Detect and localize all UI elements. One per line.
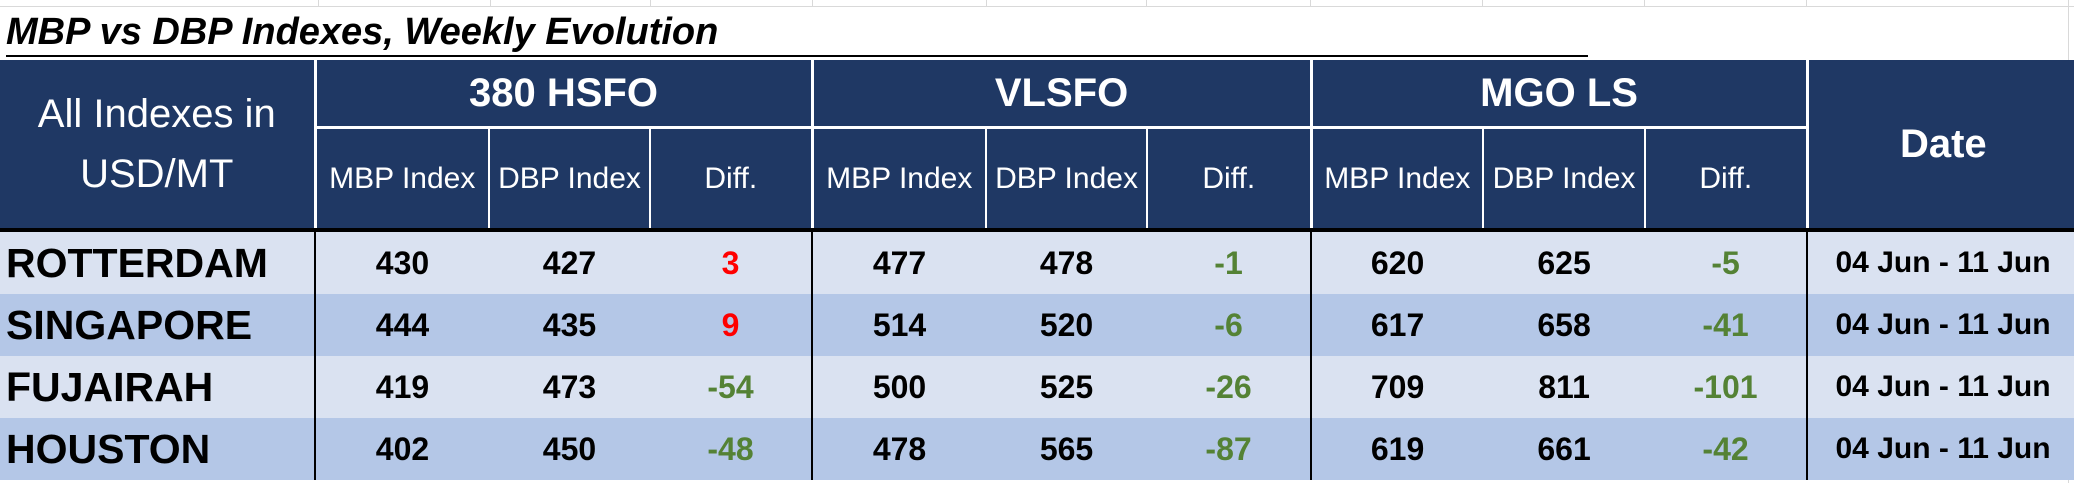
vlsfo-dbp-value: 520 — [986, 294, 1148, 356]
group-header-row: All Indexes in USD/MT 380 HSFO VLSFO MGO… — [0, 60, 2074, 230]
mgo-diff-header: Diff. — [1644, 127, 1808, 230]
date-header: Date — [1805, 60, 2074, 230]
units-header: All Indexes in USD/MT — [0, 60, 316, 230]
mgo-dbp-value: 661 — [1483, 418, 1646, 480]
mgo-dbp-value: 811 — [1483, 356, 1646, 418]
vlsfo-mbp-value: 500 — [812, 356, 987, 418]
hsfo-diff-value: 9 — [650, 294, 814, 356]
hsfo-dbp-value: 427 — [489, 228, 650, 294]
vlsfo-dbp-value: 525 — [986, 356, 1148, 418]
mgo-mbp-value: 619 — [1311, 418, 1484, 480]
hsfo-diff-header: Diff. — [648, 127, 813, 230]
vlsfo-diff-value: -26 — [1147, 356, 1313, 418]
group-header-mgo-ls: MGO LS — [1309, 60, 1809, 129]
city-name: SINGAPORE — [0, 294, 316, 356]
vlsfo-dbp-value: 478 — [986, 228, 1148, 294]
group-header-380-hsfo: 380 HSFO — [313, 60, 814, 129]
hsfo-mbp-value: 430 — [315, 228, 489, 294]
table-row: HOUSTON 402 450 -48 478 565 -87 619 661 … — [0, 418, 2074, 480]
group-header-vlsfo: VLSFO — [810, 60, 1313, 129]
mgo-diff-value: -101 — [1645, 356, 1808, 418]
mgo-dbp-value: 625 — [1483, 228, 1646, 294]
vlsfo-diff-header: Diff. — [1146, 127, 1312, 230]
vlsfo-diff-value: -1 — [1147, 228, 1313, 294]
date-range: 04 Jun - 11 Jun — [1806, 228, 2074, 294]
mgo-dbp-value: 658 — [1483, 294, 1646, 356]
city-name: ROTTERDAM — [0, 228, 316, 294]
mgo-mbp-value: 620 — [1311, 228, 1484, 294]
table-row: FUJAIRAH 419 473 -54 500 525 -26 709 811… — [0, 356, 2074, 418]
hsfo-mbp-value: 444 — [315, 294, 489, 356]
mgo-mbp-value: 617 — [1311, 294, 1484, 356]
hsfo-mbp-value: 419 — [315, 356, 489, 418]
hsfo-diff-value: 3 — [650, 228, 814, 294]
index-table: All Indexes in USD/MT 380 HSFO VLSFO MGO… — [0, 60, 2074, 480]
vlsfo-mbp-value: 514 — [812, 294, 987, 356]
mgo-mbp-value: 709 — [1311, 356, 1484, 418]
mgo-mbp-header: MBP Index — [1309, 127, 1484, 230]
hsfo-diff-value: -54 — [650, 356, 814, 418]
table-row: ROTTERDAM 430 427 3 477 478 -1 620 625 -… — [0, 228, 2074, 294]
hsfo-dbp-header: DBP Index — [488, 127, 650, 230]
hsfo-dbp-value: 435 — [489, 294, 650, 356]
vlsfo-diff-value: -87 — [1147, 418, 1313, 480]
report-title: MBP vs DBP Indexes, Weekly Evolution — [6, 10, 1588, 57]
vlsfo-mbp-header: MBP Index — [810, 127, 987, 230]
sub-header-row: MBP Index DBP Index Diff. MBP Index DBP … — [0, 127, 2074, 230]
mgo-dbp-header: DBP Index — [1482, 127, 1646, 230]
mgo-diff-value: -42 — [1645, 418, 1808, 480]
vlsfo-dbp-header: DBP Index — [985, 127, 1148, 230]
hsfo-dbp-value: 473 — [489, 356, 650, 418]
hsfo-mbp-value: 402 — [315, 418, 489, 480]
city-name: FUJAIRAH — [0, 356, 316, 418]
hsfo-dbp-value: 450 — [489, 418, 650, 480]
date-range: 04 Jun - 11 Jun — [1806, 294, 2074, 356]
hsfo-mbp-header: MBP Index — [313, 127, 489, 230]
hsfo-diff-value: -48 — [650, 418, 814, 480]
date-range: 04 Jun - 11 Jun — [1806, 356, 2074, 418]
vlsfo-diff-value: -6 — [1147, 294, 1313, 356]
spreadsheet-gridlines — [0, 0, 2074, 7]
vlsfo-mbp-value: 477 — [812, 228, 987, 294]
mgo-diff-value: -5 — [1645, 228, 1808, 294]
table-row: SINGAPORE 444 435 9 514 520 -6 617 658 -… — [0, 294, 2074, 356]
mgo-diff-value: -41 — [1645, 294, 1808, 356]
city-name: HOUSTON — [0, 418, 316, 480]
vlsfo-dbp-value: 565 — [986, 418, 1148, 480]
vlsfo-mbp-value: 478 — [812, 418, 987, 480]
date-range: 04 Jun - 11 Jun — [1806, 418, 2074, 480]
